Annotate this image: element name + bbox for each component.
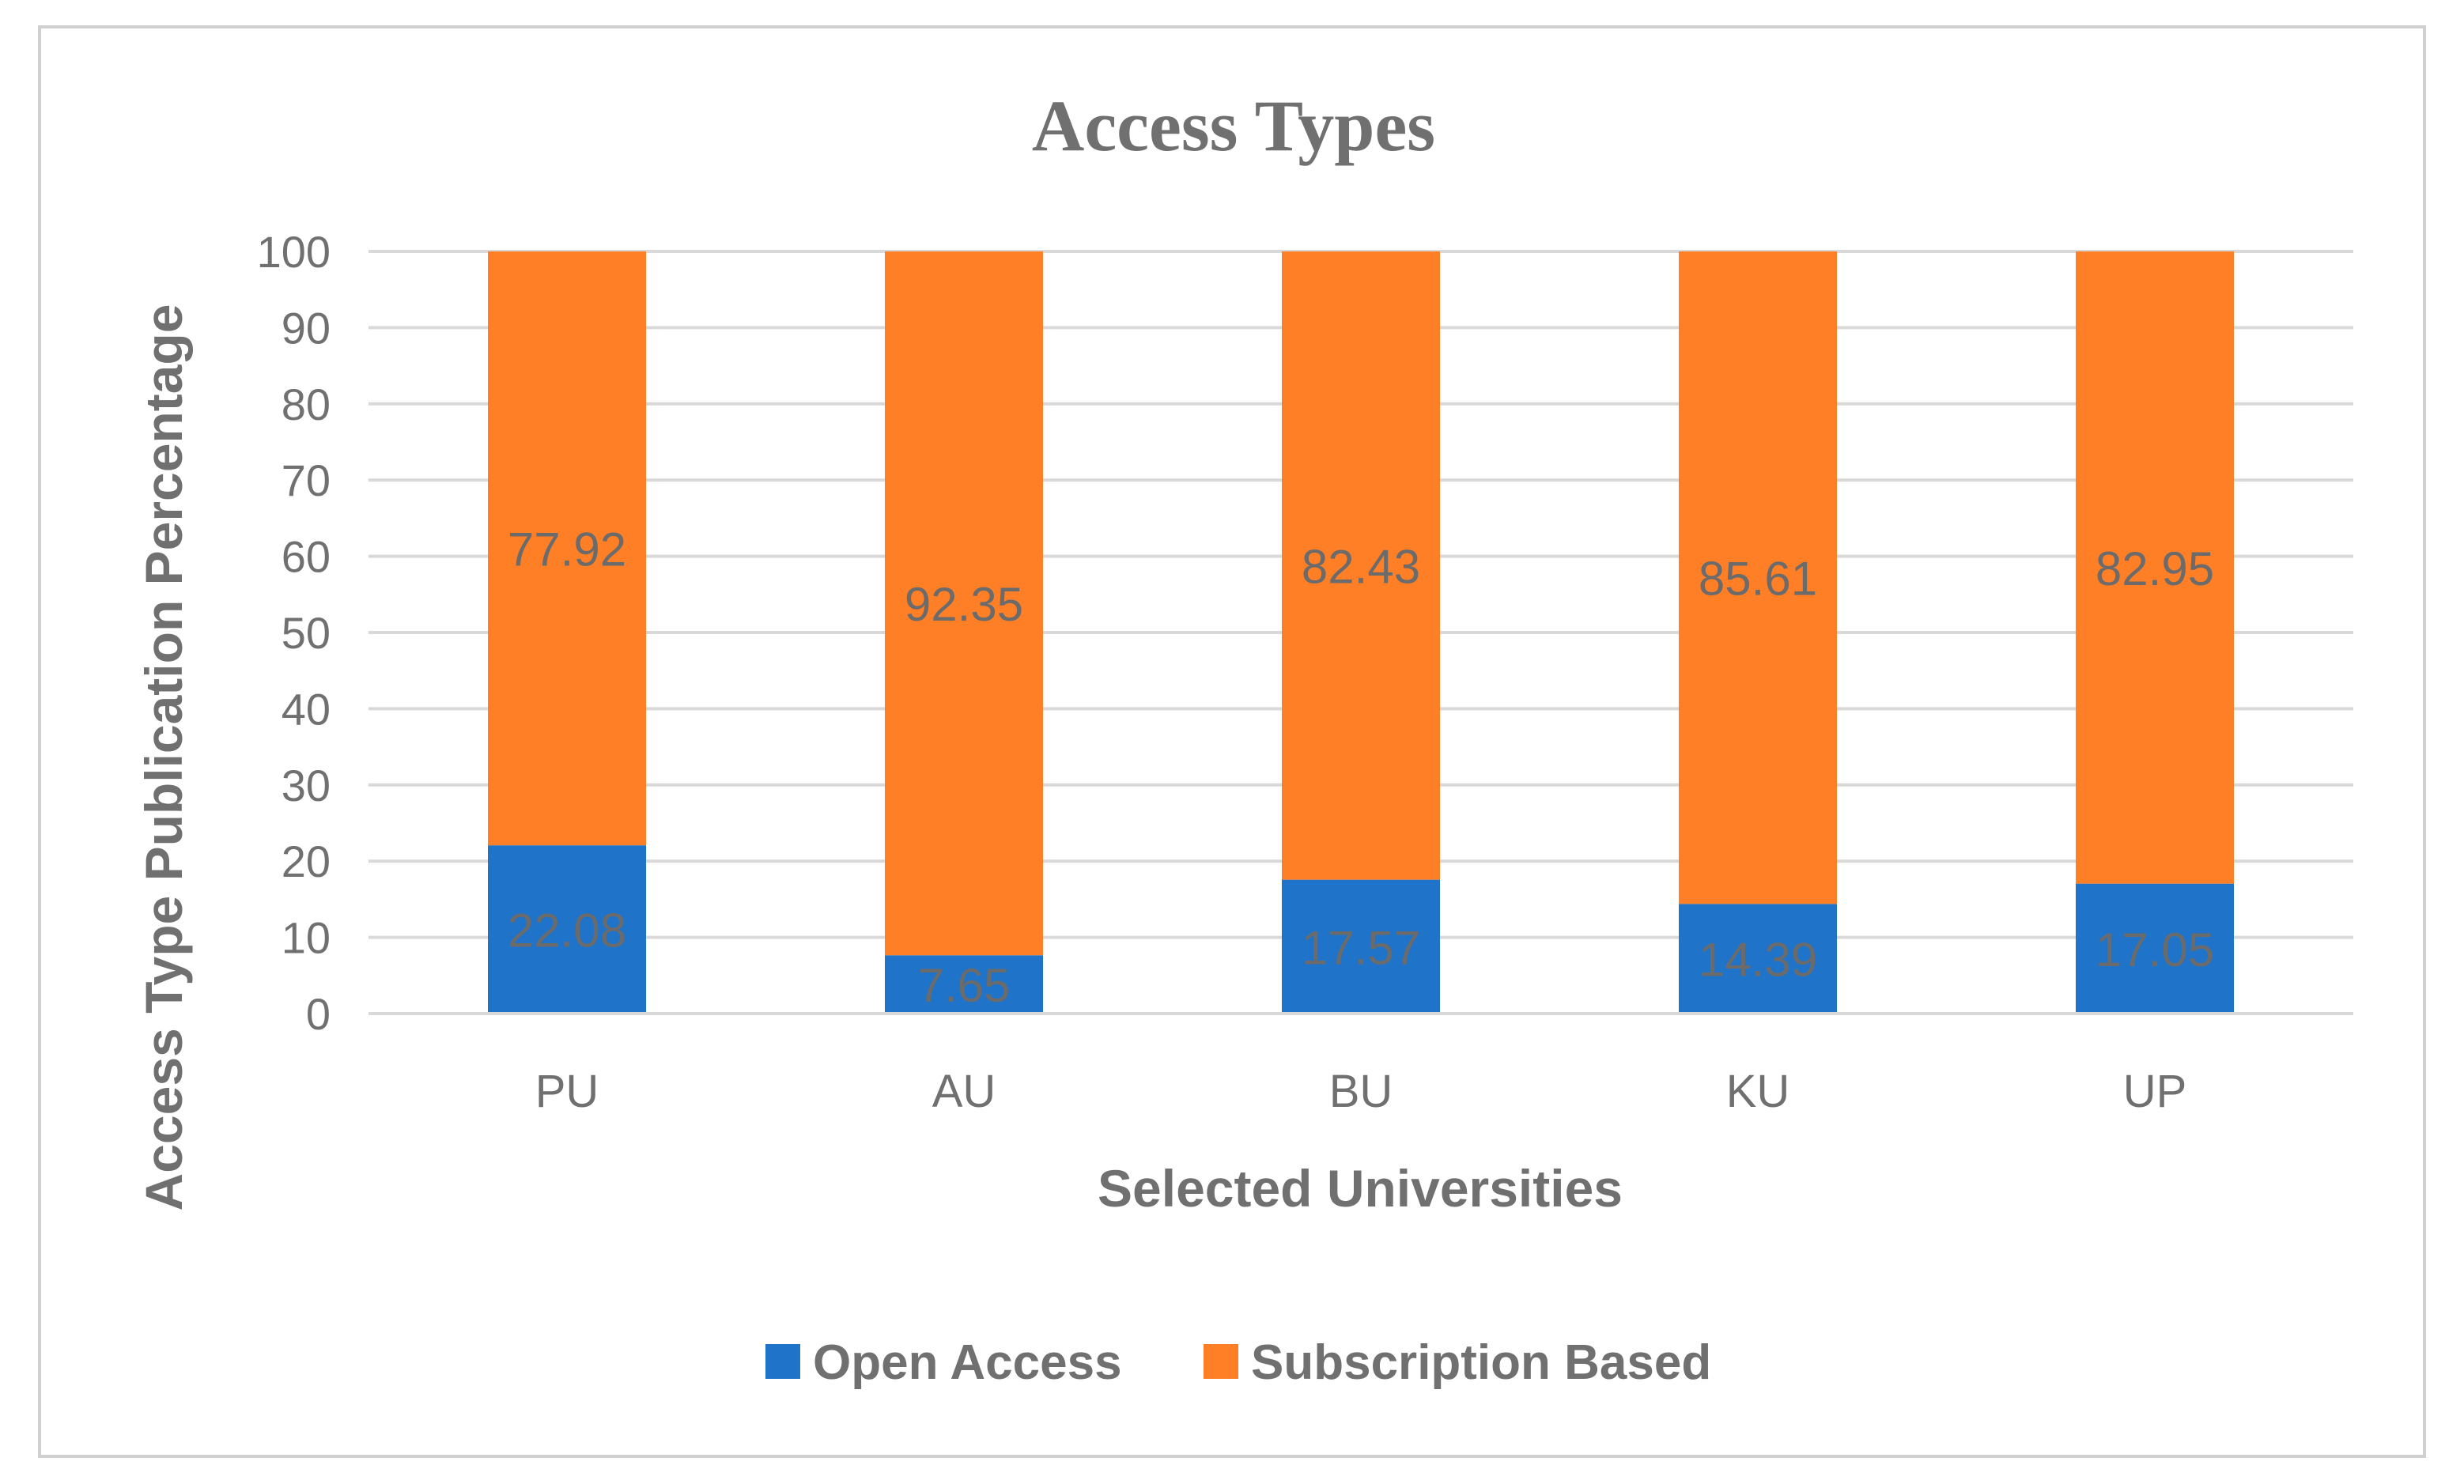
bar-subscription-based-pu [488, 251, 646, 846]
legend: Open Access Subscription Based [765, 1335, 1711, 1390]
bars [488, 251, 2234, 1014]
legend-swatch-open-access [765, 1344, 800, 1379]
data-label-subscription-based-bu: 82.43 [1302, 540, 1420, 593]
x-tick-label-pu: PU [535, 1066, 599, 1117]
chart-border [38, 25, 2426, 1458]
data-label-open-access-au: 7.65 [918, 959, 1011, 1012]
y-tick-label: 70 [282, 455, 331, 505]
bar-subscription-based-up [2076, 251, 2234, 884]
data-label-open-access-bu: 17.57 [1302, 921, 1420, 974]
y-tick-label: 60 [282, 532, 331, 582]
data-label-subscription-based-up: 82.95 [2096, 542, 2214, 595]
y-tick-label: 20 [282, 836, 331, 886]
data-label-open-access-ku: 14.39 [1699, 934, 1817, 987]
data-label-subscription-based-pu: 77.92 [508, 523, 626, 576]
bar-open-access-up [2076, 883, 2234, 1014]
y-axis-label: Access Type Publication Percentage [134, 304, 193, 1211]
data-labels: 22.08 77.92 7.65 92.35 17.57 82.43 14.39 85.61 1… [508, 523, 2214, 1013]
bar-open-access-ku [1679, 904, 1837, 1014]
data-label-subscription-based-au: 92.35 [905, 578, 1023, 631]
x-tick-label-up: UP [2123, 1066, 2187, 1117]
x-tick-label-ku: KU [1726, 1066, 1790, 1117]
bar-open-access-bu [1282, 879, 1440, 1014]
bar-subscription-based-au [885, 251, 1043, 956]
x-tick-label-au: AU [932, 1066, 996, 1117]
x-axis-label: Selected Universities [1098, 1159, 1623, 1218]
y-tick-label: 80 [282, 379, 331, 429]
chart-title: Access Types [1032, 85, 1435, 166]
legend-label-open-access: Open Access [813, 1335, 1122, 1390]
x-axis-ticks: PU AU BU KU UP [535, 1066, 2187, 1117]
y-tick-label: 0 [306, 989, 331, 1039]
data-label-subscription-based-ku: 85.61 [1699, 553, 1817, 606]
y-tick-label: 90 [282, 303, 331, 353]
bar-open-access-au [885, 955, 1043, 1014]
y-tick-label: 10 [282, 913, 331, 963]
y-tick-label: 100 [257, 227, 331, 277]
y-tick-label: 30 [282, 761, 331, 810]
legend-swatch-subscription-based [1204, 1344, 1238, 1379]
y-tick-label: 40 [282, 684, 331, 734]
y-tick-label: 50 [282, 608, 331, 658]
data-label-open-access-up: 17.05 [2096, 923, 2214, 976]
bar-subscription-based-bu [1282, 251, 1440, 880]
y-axis-ticks: 0 10 20 30 40 50 60 70 80 90 100 [257, 227, 331, 1039]
data-label-open-access-pu: 22.08 [508, 904, 626, 957]
x-tick-label-bu: BU [1329, 1066, 1393, 1117]
bar-subscription-based-ku [1679, 251, 1837, 904]
legend-label-subscription-based: Subscription Based [1251, 1335, 1711, 1390]
bar-open-access-pu [488, 845, 646, 1014]
